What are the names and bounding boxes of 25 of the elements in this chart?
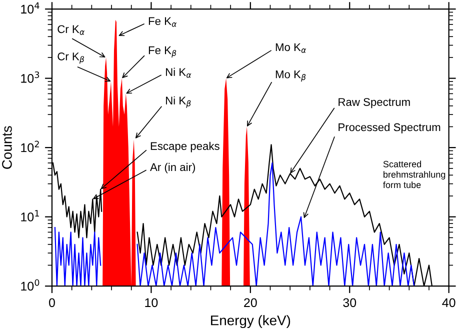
x-tick-label: 30 bbox=[343, 298, 356, 308]
annotation: Mo K$_{β}$ bbox=[276, 70, 306, 82]
x-tick-label: 0 bbox=[48, 298, 55, 308]
annotation: Fe K$_{α}$ bbox=[148, 17, 177, 27]
x-tick-label: 10 bbox=[145, 298, 158, 308]
annotation: Ni K$_{α}$ bbox=[166, 68, 192, 78]
annotation: Cr K$_{β}$ bbox=[58, 52, 84, 64]
x-axis-title: Energy (keV) bbox=[211, 315, 290, 328]
x-tick-label: 40 bbox=[442, 298, 456, 308]
annotation: Processed Spectrum bbox=[338, 122, 440, 134]
annotation: Cr K$_{α}$ bbox=[58, 25, 84, 35]
annotation: Scattered brehmstrahlung form tube bbox=[383, 160, 446, 188]
annotation: Fe K$_{β}$ bbox=[148, 46, 176, 58]
y-tick-label: 10$^{1}$ bbox=[21, 210, 39, 222]
x-tick-label: 20 bbox=[244, 298, 257, 308]
annotation: Ni K$_{β}$ bbox=[166, 96, 191, 108]
y-tick-label: 10$^{0}$ bbox=[21, 279, 40, 291]
annotation: Raw Spectrum bbox=[338, 98, 410, 108]
y-axis-title: Counts bbox=[2, 126, 12, 169]
y-tick-label: 10$^{4}$ bbox=[21, 2, 40, 14]
annotation: Escape peaks bbox=[150, 142, 220, 152]
y-tick-label: 10$^{3}$ bbox=[21, 71, 40, 83]
annotation: Mo K$_{α}$ bbox=[276, 43, 306, 53]
y-tick-label: 10$^{2}$ bbox=[21, 140, 39, 152]
annotation: Ar (in air) bbox=[150, 162, 195, 174]
